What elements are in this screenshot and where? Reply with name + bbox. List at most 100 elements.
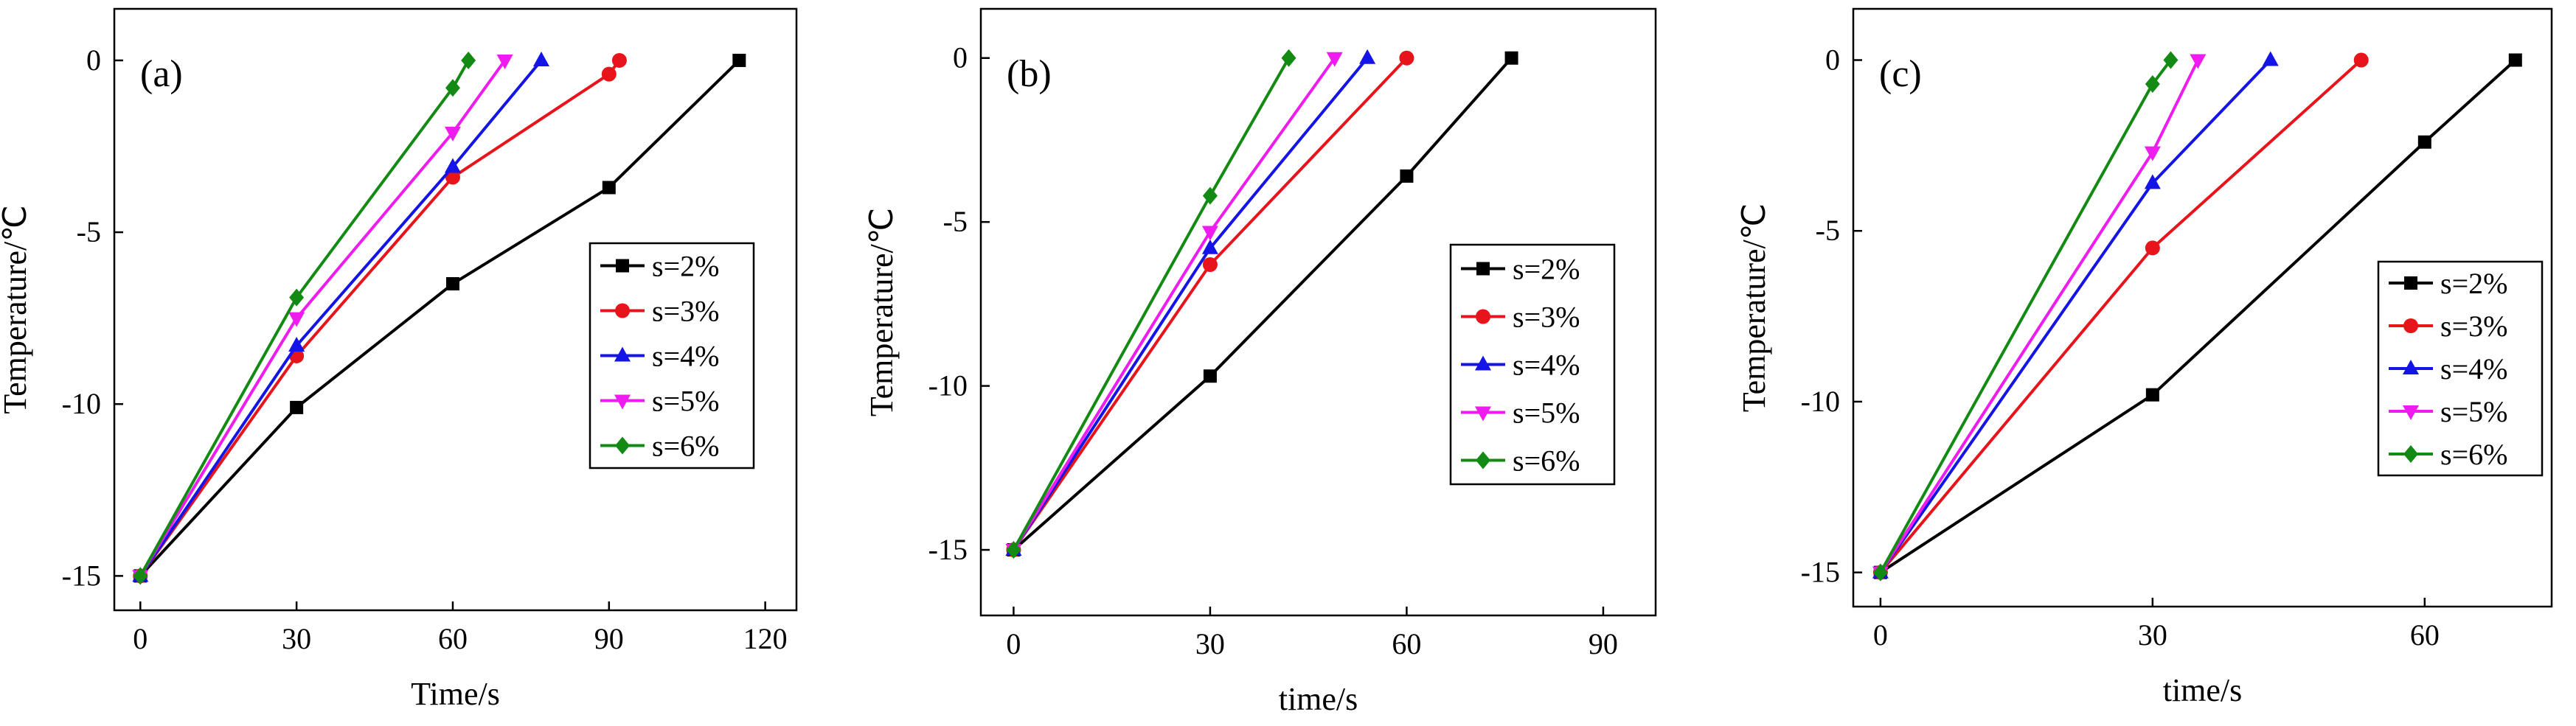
plot-frame: [113, 7, 798, 612]
series-line: [1879, 59, 2517, 574]
y-tick-label: -5: [77, 215, 101, 248]
legend-entry: s=3%: [1513, 301, 1580, 334]
legend-marker: [1476, 262, 1490, 276]
x-tick-label: 0: [1006, 627, 1021, 660]
data-point: [2417, 135, 2431, 149]
x-tick-label: 30: [2138, 618, 2167, 652]
data-point: [2145, 240, 2160, 256]
x-tick-label: 120: [743, 622, 788, 655]
legend-marker: [2403, 318, 2418, 333]
legend-entry: s=4%: [652, 340, 719, 373]
x-tick-label: 30: [1195, 627, 1225, 660]
legend-entry: s=3%: [652, 295, 719, 328]
legend-entry: s=6%: [1513, 444, 1580, 478]
data-point: [1872, 563, 1888, 582]
plot-frame: [979, 7, 1657, 617]
series-group: [1007, 51, 1518, 557]
y-tick-label: 0: [1825, 43, 1840, 77]
series-group: [1006, 49, 1296, 559]
series-group: [1006, 50, 1414, 558]
data-point: [1400, 169, 1414, 183]
legend-marker: [1475, 355, 1491, 371]
legend-entry: s=5%: [652, 385, 719, 418]
y-tick-label: -5: [943, 205, 968, 238]
y-axis-label: Temperature/℃: [864, 208, 900, 416]
legend-marker: [2404, 276, 2417, 290]
data-point: [1359, 49, 1376, 64]
legend-entry: s=5%: [1513, 397, 1580, 430]
data-point: [290, 400, 304, 414]
data-point: [1202, 256, 1218, 272]
data-point: [1201, 239, 1218, 254]
legend: s=2% s=3% s=4% s=5% s=6%: [1449, 243, 1616, 486]
data-point: [288, 312, 305, 327]
series-line: [139, 59, 543, 577]
x-tick-label: 30: [282, 622, 311, 655]
data-point: [2144, 146, 2161, 161]
x-tick-label: 0: [133, 622, 147, 655]
series-line: [1879, 59, 2200, 573]
series-group: [1872, 52, 2369, 580]
y-tick-label: -10: [928, 369, 968, 402]
x-tick-label: 90: [594, 622, 624, 655]
legend-marker: [2403, 405, 2419, 420]
data-point: [1504, 51, 1518, 65]
legend-marker: [1476, 309, 1490, 324]
y-tick-label: -5: [1816, 214, 1840, 247]
legend-entry: s=2%: [2440, 267, 2507, 300]
x-tick-label: 0: [1873, 618, 1888, 652]
chart-panel: 0 30 60 90 120 0 -5 -10 -15 Time/s Temperature/℃ (a…: [0, 7, 798, 712]
series-group: [1872, 51, 2279, 579]
data-point: [2144, 174, 2161, 189]
data-point: [611, 52, 627, 68]
x-axis-label: time/s: [1279, 681, 1358, 717]
data-point: [732, 53, 746, 67]
series-line: [139, 59, 507, 577]
data-point: [601, 66, 617, 82]
x-tick-label: 60: [2410, 618, 2440, 652]
data-point: [288, 336, 305, 352]
series-line: [1013, 57, 1513, 551]
series-line: [1879, 59, 2272, 573]
legend-marker: [614, 394, 631, 410]
legend-entry: s=5%: [2440, 395, 2507, 428]
legend-marker: [1476, 451, 1490, 470]
series-line: [139, 59, 470, 577]
data-point: [2163, 51, 2179, 69]
legend-entry: s=6%: [652, 430, 719, 463]
legend-entry: s=4%: [1513, 349, 1580, 382]
x-axis-label: Time/s: [411, 676, 500, 712]
data-point: [2145, 388, 2159, 402]
series-group: [133, 51, 476, 585]
legend-marker: [615, 436, 630, 455]
data-point: [1006, 541, 1021, 559]
data-point: [1201, 226, 1218, 241]
x-axis-label: time/s: [2163, 672, 2243, 708]
data-point: [2508, 53, 2522, 67]
data-point: [2262, 51, 2279, 66]
data-point: [2353, 52, 2369, 68]
legend-marker: [615, 303, 630, 318]
data-point: [1203, 369, 1217, 383]
data-point: [444, 126, 461, 142]
data-point: [496, 54, 513, 69]
y-tick-label: -15: [1801, 556, 1840, 589]
y-tick-label: -10: [62, 387, 101, 420]
data-point: [133, 567, 148, 585]
legend: s=2% s=3% s=4% s=5% s=6%: [2377, 260, 2544, 477]
chart-panel: 0 30 60 90 0 -5 -10 -15 time/s Temperature/℃ (b) s=…: [864, 7, 1657, 717]
data-point: [2190, 54, 2207, 69]
legend-marker: [614, 346, 631, 362]
x-tick-label: 90: [1589, 627, 1618, 660]
series-line: [1879, 59, 2363, 573]
legend-marker: [2403, 360, 2419, 374]
series-group: [1872, 51, 2179, 582]
series-line: [1012, 57, 1369, 551]
series-line: [1879, 59, 2173, 573]
series-group: [132, 51, 550, 582]
data-point: [445, 277, 459, 291]
data-point: [602, 181, 616, 195]
data-point: [289, 288, 305, 307]
